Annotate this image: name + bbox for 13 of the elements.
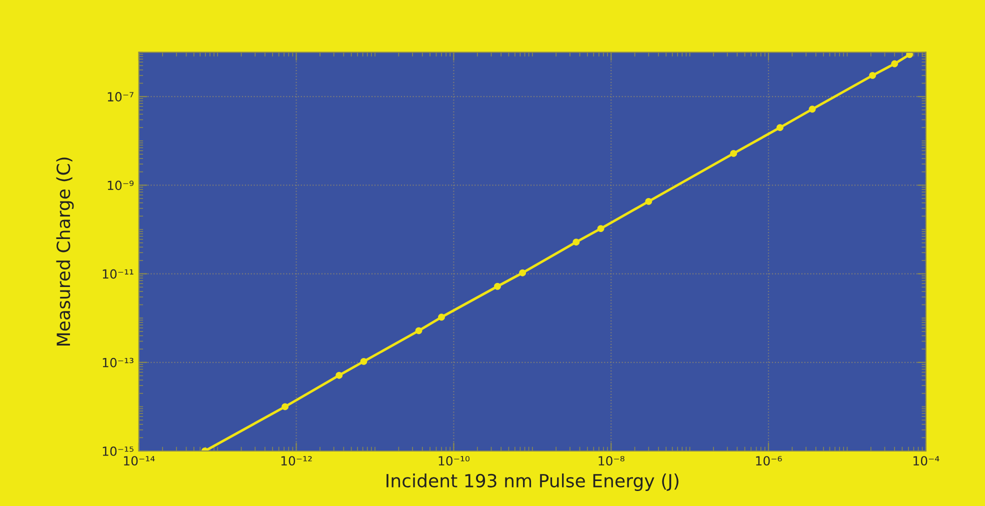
y-tick-label: 10⁻¹¹ [102,269,134,279]
x-tick-label: 10⁻⁸ [598,456,624,466]
x-tick-label: 10⁻⁶ [756,456,782,466]
x-tick-label: 10⁻¹⁴ [124,456,155,466]
x-tick-label: 10⁻⁴ [914,456,940,466]
y-axis-title: Measured Charge (C) [56,158,74,346]
y-tick-label: 10⁻¹⁵ [102,446,134,456]
y-tick-label: 10⁻⁹ [108,180,134,190]
x-tick-label: 10⁻¹⁰ [438,456,470,466]
x-tick-label: 10⁻¹² [281,456,312,466]
y-tick-label: 10⁻¹³ [102,358,134,368]
x-axis-title: Incident 193 nm Pulse Energy (J) [386,474,678,491]
y-tick-label: 10⁻⁷ [108,92,134,102]
